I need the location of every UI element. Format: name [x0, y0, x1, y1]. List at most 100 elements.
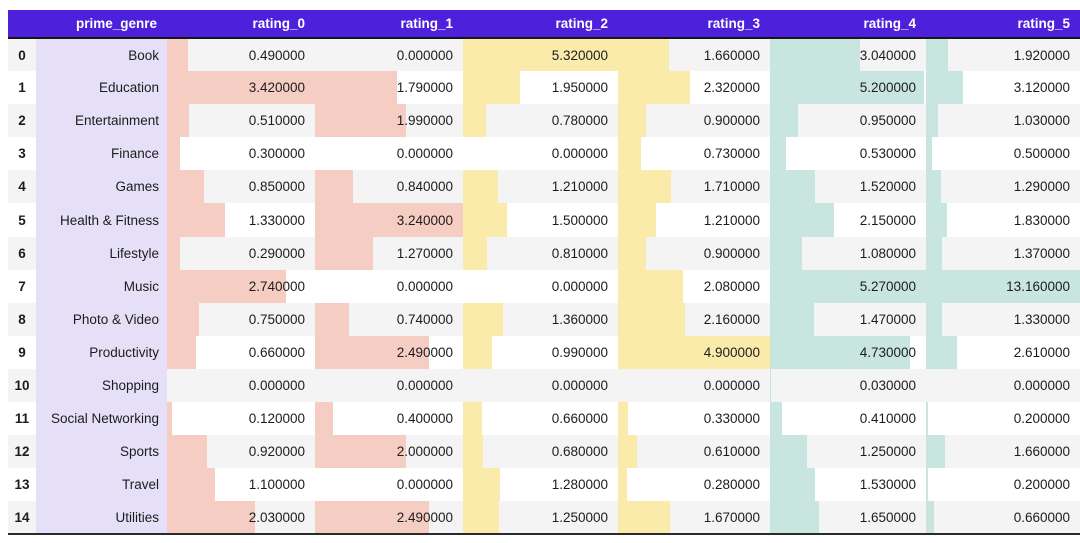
bar-fill — [167, 468, 215, 502]
rating-value: 0.850000 — [248, 179, 305, 195]
bar-fill — [167, 137, 180, 171]
bar-fill — [167, 71, 315, 105]
bar-fill — [926, 203, 948, 237]
rating-value: 2.490000 — [396, 344, 453, 360]
rating-cell: 0.000000 — [315, 38, 463, 72]
column-header-rating_4: rating_4 — [770, 10, 926, 39]
rating-cell: 13.160000 — [926, 269, 1080, 303]
bar-fill — [770, 302, 814, 336]
bar-fill — [770, 39, 860, 72]
rating-cell: 1.250000 — [770, 435, 926, 469]
bar-fill — [315, 402, 334, 436]
rating-cell: 2.490000 — [315, 335, 463, 369]
rating-value: 0.610000 — [703, 444, 760, 460]
bar-fill — [315, 302, 349, 336]
rating-value: 0.000000 — [396, 377, 453, 393]
rating-value: 0.490000 — [248, 47, 305, 63]
bar-fill — [926, 39, 949, 72]
rating-value: 1.470000 — [859, 311, 916, 327]
bar-fill — [618, 468, 627, 502]
rating-cell: 0.530000 — [770, 137, 926, 171]
table-row: 0 Book 0.490000 0.000000 5.320000 1.660000 3.0… — [8, 38, 1080, 72]
bar-fill — [167, 335, 196, 369]
rating-value: 2.610000 — [1013, 344, 1070, 360]
rating-cell: 1.530000 — [770, 468, 926, 502]
rating-value: 5.270000 — [859, 278, 916, 294]
rating-value: 0.000000 — [551, 377, 608, 393]
rating-value: 0.200000 — [1013, 477, 1070, 493]
column-header-rating_1: rating_1 — [315, 10, 463, 39]
rating-value: 0.810000 — [551, 245, 608, 261]
bar-fill — [463, 402, 483, 436]
rating-cell: 0.900000 — [618, 236, 770, 270]
dataframe-table: prime_genre rating_0 rating_1 rating_2 ratin… — [8, 10, 1080, 536]
genre-cell: Music — [36, 269, 167, 303]
rating-cell: 2.000000 — [315, 435, 463, 469]
rating-cell: 5.270000 — [770, 269, 926, 303]
rating-value: 1.370000 — [1013, 245, 1070, 261]
row-index: 0 — [8, 38, 36, 72]
rating-cell: 0.000000 — [315, 269, 463, 303]
rating-cell: 2.160000 — [618, 302, 770, 336]
rating-value: 2.000000 — [396, 444, 453, 460]
bar-fill — [926, 170, 942, 204]
bar-fill — [926, 501, 934, 534]
rating-value: 0.200000 — [1013, 411, 1070, 427]
table-row: 8 Photo & Video 0.750000 0.740000 1.360000 2.… — [8, 302, 1080, 336]
table-row: 13 Travel 1.100000 0.000000 1.280000 0.280000… — [8, 468, 1080, 502]
rating-cell: 0.400000 — [315, 402, 463, 436]
rating-cell: 1.370000 — [926, 236, 1080, 270]
row-index: 3 — [8, 137, 36, 171]
column-header-rating_5: rating_5 — [926, 10, 1080, 39]
rating-value: 0.680000 — [551, 444, 608, 460]
genre-cell: Entertainment — [36, 104, 167, 138]
column-header-rating_3: rating_3 — [618, 10, 770, 39]
bar-fill — [618, 335, 770, 369]
rating-value: 13.160000 — [1006, 278, 1070, 294]
rating-value: 0.410000 — [859, 411, 916, 427]
bar-fill — [770, 501, 819, 534]
rating-cell: 2.490000 — [315, 501, 463, 536]
bar-fill — [315, 435, 407, 469]
rating-cell: 1.330000 — [167, 203, 315, 237]
rating-cell: 0.290000 — [167, 236, 315, 270]
bar-fill — [618, 203, 656, 237]
rating-value: 1.920000 — [1013, 47, 1070, 63]
bar-fill — [618, 236, 646, 270]
bar-fill — [463, 39, 618, 72]
rating-value: 0.000000 — [1013, 377, 1070, 393]
table-body: 0 Book 0.490000 0.000000 5.320000 1.660000 3.0… — [8, 38, 1080, 536]
rating-cell: 4.730000 — [770, 335, 926, 369]
index-column-header — [8, 10, 36, 39]
table-row: 14 Utilities 2.030000 2.490000 1.250000 1.670… — [8, 501, 1080, 536]
rating-cell: 1.360000 — [463, 302, 618, 336]
genre-cell: Sports — [36, 435, 167, 469]
bar-fill — [463, 170, 499, 204]
bar-fill — [618, 501, 670, 534]
rating-cell: 0.500000 — [926, 137, 1080, 171]
rating-cell: 1.650000 — [770, 501, 926, 536]
bar-fill — [315, 170, 354, 204]
rating-value: 0.330000 — [703, 411, 760, 427]
bar-fill — [926, 137, 932, 171]
row-index: 8 — [8, 302, 36, 336]
rating-cell: 0.000000 — [926, 368, 1080, 403]
rating-cell: 1.660000 — [926, 435, 1080, 469]
rating-value: 0.290000 — [248, 245, 305, 261]
rating-cell: 1.080000 — [770, 236, 926, 270]
rating-value: 3.040000 — [859, 47, 916, 63]
bar-fill — [618, 435, 637, 469]
bar-fill — [463, 435, 483, 469]
rating-value: 0.660000 — [1013, 509, 1070, 525]
bar-fill — [315, 104, 406, 138]
rating-cell: 2.320000 — [618, 71, 770, 105]
bar-fill — [167, 39, 189, 72]
rating-value: 2.740000 — [248, 278, 305, 294]
rating-cell: 5.320000 — [463, 38, 618, 72]
rating-cell: 4.900000 — [618, 335, 770, 369]
rating-cell: 2.080000 — [618, 269, 770, 303]
rating-cell: 0.990000 — [463, 335, 618, 369]
rating-cell: 3.040000 — [770, 38, 926, 72]
row-index: 7 — [8, 269, 36, 303]
rating-cell: 0.850000 — [167, 170, 315, 204]
